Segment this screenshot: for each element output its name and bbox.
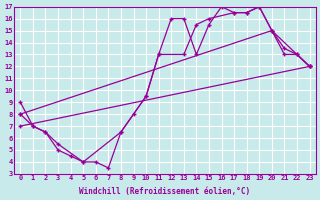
X-axis label: Windchill (Refroidissement éolien,°C): Windchill (Refroidissement éolien,°C) <box>79 187 251 196</box>
